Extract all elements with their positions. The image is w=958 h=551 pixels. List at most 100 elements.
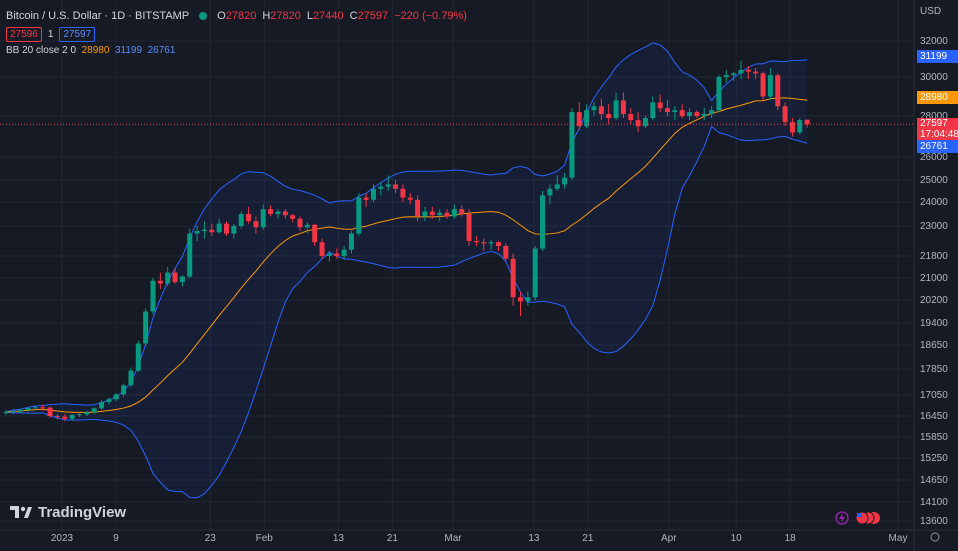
candle-body (363, 197, 369, 200)
candle-body (466, 214, 472, 241)
candle-body (3, 412, 9, 414)
x-tick-label: 21 (387, 533, 399, 544)
candle-body (709, 110, 715, 115)
candle-body (150, 280, 156, 312)
y-tick-label: 15250 (920, 453, 948, 464)
last-price-value: 27597 (920, 118, 948, 129)
candle-body (665, 108, 670, 113)
y-tick-label: 15850 (920, 432, 948, 443)
lower-band-tag: 26761 (917, 140, 958, 153)
upper-band-value: 31199 (114, 45, 143, 56)
currency-label[interactable]: USD (920, 6, 942, 17)
candle-body (40, 407, 46, 409)
candle-body (576, 112, 582, 127)
candle-body (356, 197, 362, 234)
symbol-title[interactable]: Bitcoin / U.S. Dollar · 1D · BITSTAMP (6, 10, 190, 22)
x-tick-label: 13 (333, 533, 345, 544)
candle-body (304, 224, 310, 228)
x-tick-label: 2023 (51, 533, 74, 544)
y-tick-label: 14100 (920, 497, 948, 508)
candle-body (378, 186, 384, 189)
candle-body (444, 212, 450, 217)
tradingview-logo[interactable]: TradingView (10, 504, 126, 521)
market-status-icon (199, 12, 208, 20)
candle-body (657, 102, 663, 109)
countdown-value: 17:04:48 (920, 129, 958, 140)
x-tick-label: Apr (661, 533, 677, 544)
candle-body (113, 394, 119, 400)
candle-body (716, 77, 722, 111)
candle-body (348, 233, 354, 250)
candle-body (224, 223, 229, 234)
candle-body (179, 276, 185, 283)
candle-body (319, 242, 325, 256)
open-value: 27820 (225, 10, 257, 22)
close-value: 27597 (357, 10, 389, 22)
x-tick-label: 9 (113, 533, 119, 544)
buy-button[interactable]: 27597 (59, 26, 96, 42)
open-label: O (217, 10, 226, 22)
candle-body (789, 122, 795, 133)
x-tick-label: 21 (582, 533, 594, 544)
y-tick-label: 25000 (920, 175, 948, 186)
basis-tag: 28980 (917, 91, 958, 104)
candle-body (635, 120, 641, 127)
candle-body (194, 231, 200, 234)
tradingview-logo-icon (10, 505, 32, 518)
candle-body (143, 311, 149, 344)
candle-body (69, 414, 75, 419)
candle-body (701, 114, 707, 116)
candle-body (47, 407, 53, 416)
candle-body (613, 100, 619, 119)
candle-body (77, 414, 82, 416)
candle-body (290, 215, 296, 219)
candle-body (547, 188, 553, 196)
candle-body (451, 209, 457, 217)
candle-body (642, 118, 648, 127)
candle-body (503, 246, 509, 259)
candle-body (209, 229, 215, 233)
candle-body (260, 209, 266, 228)
candle-body (415, 199, 421, 217)
candle-body (106, 399, 112, 402)
candle-body (400, 188, 406, 198)
lower-band-value: 26761 (147, 45, 176, 56)
y-tick-label: 20200 (920, 295, 948, 306)
candle-body (84, 412, 90, 415)
candle-body (554, 184, 560, 189)
candle-body (782, 106, 788, 123)
sell-button[interactable]: 27596 (6, 26, 42, 42)
y-tick-label: 26000 (920, 152, 948, 163)
x-tick-label: Mar (444, 533, 462, 544)
candle-body (760, 73, 766, 97)
candle-body (25, 407, 31, 411)
candle-body (429, 211, 435, 216)
candle-body (32, 407, 38, 409)
candle-body (437, 212, 443, 216)
basis-line (5, 97, 808, 413)
candle-body (569, 112, 575, 178)
candle-body (297, 218, 303, 228)
candle-body (488, 242, 494, 244)
candle-body (385, 184, 391, 187)
basis-value: 28980 (81, 45, 110, 56)
candle-body (775, 75, 781, 107)
candle-body (510, 258, 516, 298)
x-tick-label: 13 (528, 533, 540, 544)
candle-body (91, 408, 97, 413)
candle-body (540, 195, 546, 249)
candle-body (518, 297, 523, 302)
candle-body (767, 75, 773, 97)
candle-body (620, 100, 626, 115)
y-tick-label: 24000 (920, 197, 948, 208)
y-tick-label: 17050 (920, 390, 948, 401)
candle-body (753, 71, 759, 74)
bollinger-legend[interactable]: BB 20 close 2 0 28980 31199 26761 (6, 45, 175, 56)
candle-body (422, 211, 428, 217)
candle-body (525, 297, 531, 302)
candle-body (723, 75, 729, 77)
candle-body (62, 416, 68, 419)
y-tick-label: 18650 (920, 340, 948, 351)
candle-body (99, 402, 105, 409)
